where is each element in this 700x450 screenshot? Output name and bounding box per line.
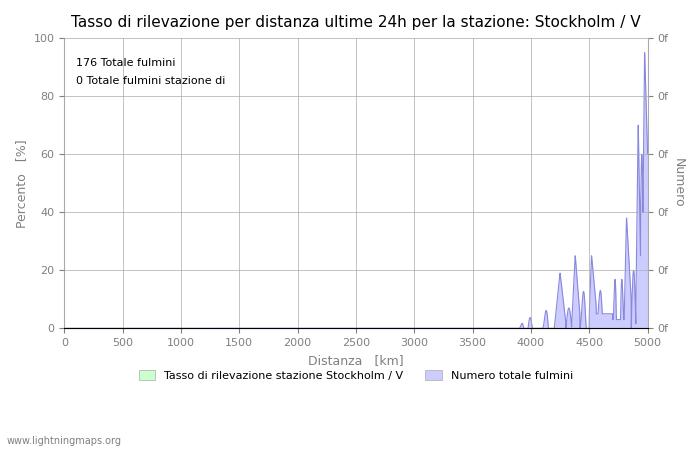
- Title: Tasso di rilevazione per distanza ultime 24h per la stazione: Stockholm / V: Tasso di rilevazione per distanza ultime…: [71, 15, 640, 30]
- Y-axis label: Numero: Numero: [672, 158, 685, 208]
- X-axis label: Distanza   [km]: Distanza [km]: [308, 354, 404, 367]
- Text: 176 Totale fulmini: 176 Totale fulmini: [76, 58, 176, 68]
- Y-axis label: Percento   [%]: Percento [%]: [15, 139, 28, 228]
- Text: www.lightningmaps.org: www.lightningmaps.org: [7, 436, 122, 446]
- Legend: Tasso di rilevazione stazione Stockholm / V, Numero totale fulmini: Tasso di rilevazione stazione Stockholm …: [133, 365, 579, 387]
- Text: 0 Totale fulmini stazione di: 0 Totale fulmini stazione di: [76, 76, 225, 86]
